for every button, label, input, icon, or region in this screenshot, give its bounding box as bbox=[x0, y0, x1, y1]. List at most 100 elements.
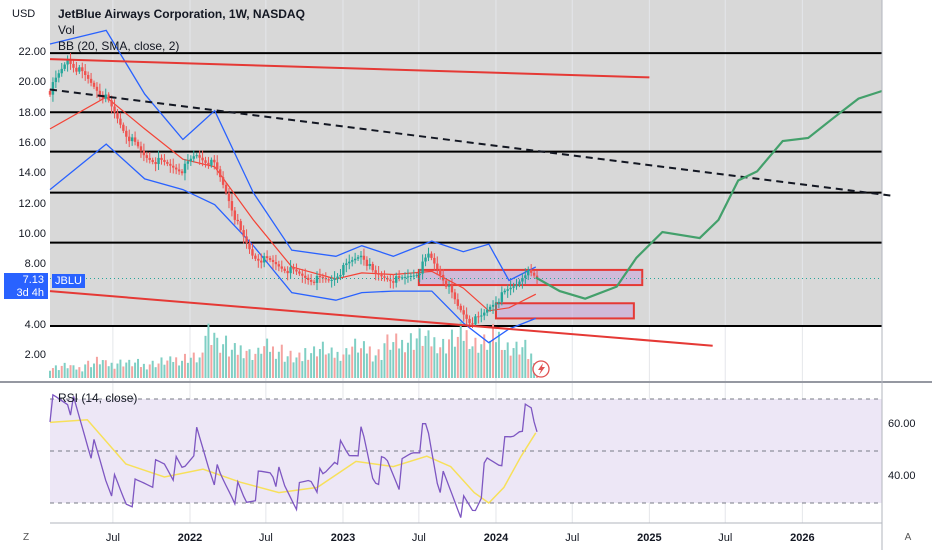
volume-bar bbox=[57, 370, 60, 378]
candle-body bbox=[406, 276, 410, 278]
volume-bar bbox=[310, 353, 313, 378]
candle-body bbox=[298, 271, 301, 274]
candle-body bbox=[289, 267, 292, 274]
candle-body bbox=[483, 312, 486, 316]
volume-bar bbox=[189, 357, 192, 378]
volume-bar bbox=[345, 348, 348, 378]
candle-body bbox=[160, 157, 163, 160]
volume-bar bbox=[357, 352, 360, 378]
candle-body bbox=[230, 201, 234, 211]
volume-bar bbox=[439, 347, 442, 378]
candle-body bbox=[374, 270, 377, 274]
volume-bar bbox=[445, 353, 448, 378]
candle-body bbox=[248, 242, 251, 250]
candle-body bbox=[183, 163, 187, 174]
candle-body bbox=[154, 162, 157, 165]
candle-body bbox=[198, 155, 201, 158]
volume-bar bbox=[233, 343, 236, 378]
volume-bar bbox=[248, 349, 251, 378]
candle-body bbox=[444, 280, 448, 287]
volume-bar bbox=[266, 338, 269, 378]
candle-body bbox=[468, 318, 471, 324]
volume-bar bbox=[227, 356, 230, 378]
candle-body bbox=[51, 82, 55, 95]
last-price-tag bbox=[4, 273, 48, 299]
candle-body bbox=[430, 253, 433, 258]
volume-bar bbox=[251, 359, 254, 378]
volume-bar bbox=[398, 348, 401, 378]
price-tick-label: 22.00 bbox=[18, 46, 46, 59]
flash-icon[interactable] bbox=[538, 363, 545, 375]
price-grid bbox=[50, 0, 882, 523]
candle-body bbox=[368, 263, 372, 266]
candle-body bbox=[333, 278, 336, 280]
rsi-indicator-label[interactable]: RSI (14, close) bbox=[58, 391, 138, 405]
candle-body bbox=[392, 281, 395, 283]
volume-bar bbox=[78, 367, 81, 378]
volume-bar bbox=[395, 333, 398, 378]
candle-body bbox=[227, 192, 231, 202]
volume-bar bbox=[198, 357, 201, 378]
volume-bar bbox=[524, 339, 527, 378]
candle-body bbox=[365, 259, 369, 266]
volume-bar bbox=[148, 364, 151, 378]
candle-body bbox=[362, 255, 366, 260]
volume-bar bbox=[436, 353, 439, 378]
candle-body bbox=[529, 269, 533, 273]
candle-body bbox=[271, 259, 275, 262]
volume-bar bbox=[295, 357, 298, 378]
volume-bar bbox=[131, 366, 134, 378]
zoom-reset-button[interactable]: Z bbox=[22, 532, 30, 543]
candle-body bbox=[453, 292, 457, 300]
candle-body bbox=[348, 261, 351, 264]
candle-body bbox=[136, 141, 140, 147]
candle-body bbox=[521, 277, 524, 282]
candle-body bbox=[186, 161, 190, 164]
volume-bar bbox=[404, 352, 407, 378]
volume-bar bbox=[75, 369, 78, 378]
candle-body bbox=[474, 316, 477, 325]
bollinger-indicator-label[interactable]: BB (20, SMA, close, 2) bbox=[58, 39, 180, 53]
candle-body bbox=[447, 285, 451, 287]
candle-body bbox=[180, 171, 184, 174]
volume-bar bbox=[489, 341, 492, 378]
volume-bar bbox=[348, 354, 351, 378]
volume-bar bbox=[277, 351, 280, 378]
candle-body bbox=[515, 284, 518, 287]
volume-bar bbox=[494, 342, 497, 378]
volume-bar bbox=[527, 359, 530, 378]
candle-body bbox=[177, 169, 181, 172]
auto-scale-button[interactable]: A bbox=[904, 532, 912, 543]
rsi-panel[interactable] bbox=[49, 393, 882, 518]
candle-body bbox=[304, 275, 307, 278]
volume-bar bbox=[389, 349, 392, 378]
volume-indicator-label[interactable]: Vol bbox=[58, 23, 75, 37]
candle-body bbox=[471, 323, 474, 325]
volume-bar bbox=[142, 363, 145, 378]
candle-body bbox=[477, 316, 480, 318]
price-tick-label: 18.00 bbox=[18, 106, 46, 119]
candle-body bbox=[318, 275, 322, 278]
volume-bar bbox=[90, 367, 93, 378]
volume-bar bbox=[301, 361, 304, 378]
price-tick-label: 14.00 bbox=[18, 167, 46, 180]
candle-body bbox=[257, 258, 260, 261]
price-panel[interactable] bbox=[48, 0, 892, 523]
candle-body bbox=[488, 306, 492, 310]
volume-bar bbox=[450, 329, 453, 378]
volume-bar bbox=[181, 360, 184, 378]
candle-body bbox=[72, 63, 75, 68]
volume-bar bbox=[128, 359, 131, 378]
time-tick-label: 2025 bbox=[637, 532, 662, 544]
candle-body bbox=[216, 162, 219, 170]
candle-body bbox=[415, 275, 418, 277]
candle-body bbox=[86, 74, 90, 79]
volume-bar bbox=[210, 345, 213, 378]
volume-bar bbox=[409, 333, 412, 378]
candle-body bbox=[280, 266, 283, 269]
candle-body bbox=[60, 68, 63, 74]
candle-body bbox=[195, 155, 198, 157]
time-tick-label: Jul bbox=[258, 532, 273, 544]
volume-bar bbox=[497, 331, 500, 378]
